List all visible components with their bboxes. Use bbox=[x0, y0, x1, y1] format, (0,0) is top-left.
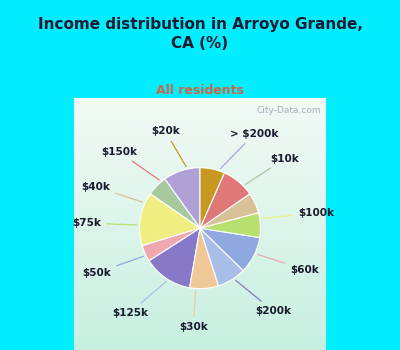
Text: $100k: $100k bbox=[262, 208, 334, 218]
Text: City-Data.com: City-Data.com bbox=[256, 106, 321, 114]
Text: $150k: $150k bbox=[101, 147, 159, 180]
Wedge shape bbox=[190, 228, 218, 289]
Wedge shape bbox=[149, 228, 200, 288]
Text: Income distribution in Arroyo Grande,
CA (%): Income distribution in Arroyo Grande, CA… bbox=[38, 18, 362, 51]
Wedge shape bbox=[200, 228, 260, 271]
Text: $20k: $20k bbox=[151, 126, 186, 167]
Text: $125k: $125k bbox=[112, 281, 166, 317]
Wedge shape bbox=[165, 168, 200, 228]
Wedge shape bbox=[150, 179, 200, 228]
Text: $10k: $10k bbox=[246, 154, 300, 184]
Text: $40k: $40k bbox=[81, 182, 142, 202]
Text: $75k: $75k bbox=[72, 218, 137, 228]
Wedge shape bbox=[200, 168, 224, 228]
Text: $30k: $30k bbox=[179, 291, 208, 332]
Text: > $200k: > $200k bbox=[220, 129, 279, 169]
Wedge shape bbox=[200, 194, 258, 228]
Text: $60k: $60k bbox=[258, 254, 319, 275]
Text: $50k: $50k bbox=[83, 256, 143, 278]
Wedge shape bbox=[140, 194, 200, 246]
Wedge shape bbox=[142, 228, 200, 261]
Wedge shape bbox=[200, 173, 250, 228]
Wedge shape bbox=[200, 213, 260, 238]
Wedge shape bbox=[200, 228, 243, 286]
Text: $200k: $200k bbox=[236, 280, 291, 316]
Text: All residents: All residents bbox=[156, 84, 244, 97]
